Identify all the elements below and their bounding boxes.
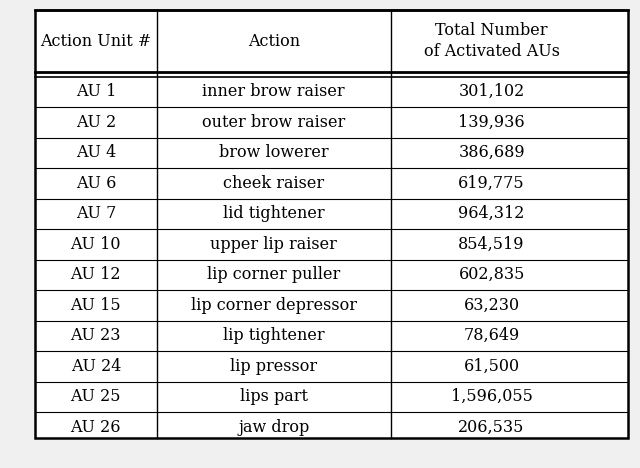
Text: AU 1: AU 1 — [76, 83, 116, 100]
Text: 386,689: 386,689 — [458, 144, 525, 161]
Text: lip tightener: lip tightener — [223, 327, 324, 344]
Text: Total Number
of Activated AUs: Total Number of Activated AUs — [424, 22, 559, 60]
Text: 1,596,055: 1,596,055 — [451, 388, 532, 405]
Text: jaw drop: jaw drop — [238, 419, 309, 436]
Text: AU 15: AU 15 — [70, 297, 121, 314]
Text: AU 6: AU 6 — [76, 175, 116, 192]
Text: AU 24: AU 24 — [70, 358, 121, 375]
Text: AU 7: AU 7 — [76, 205, 116, 222]
Text: AU 26: AU 26 — [70, 419, 121, 436]
Text: outer brow raiser: outer brow raiser — [202, 114, 346, 131]
Text: 619,775: 619,775 — [458, 175, 525, 192]
Text: lip corner depressor: lip corner depressor — [191, 297, 356, 314]
Text: Action Unit #: Action Unit # — [40, 32, 152, 50]
Text: AU 2: AU 2 — [76, 114, 116, 131]
Text: cheek raiser: cheek raiser — [223, 175, 324, 192]
Text: 301,102: 301,102 — [458, 83, 525, 100]
Text: AU 23: AU 23 — [70, 327, 121, 344]
Text: brow lowerer: brow lowerer — [219, 144, 328, 161]
Text: AU 25: AU 25 — [70, 388, 121, 405]
Text: inner brow raiser: inner brow raiser — [202, 83, 345, 100]
Text: 964,312: 964,312 — [458, 205, 525, 222]
Text: 63,230: 63,230 — [463, 297, 520, 314]
Text: upper lip raiser: upper lip raiser — [211, 236, 337, 253]
Text: AU 12: AU 12 — [70, 266, 121, 283]
Text: 139,936: 139,936 — [458, 114, 525, 131]
Text: lip corner puller: lip corner puller — [207, 266, 340, 283]
Text: 61,500: 61,500 — [463, 358, 520, 375]
Text: Action: Action — [248, 32, 300, 50]
Text: AU 10: AU 10 — [70, 236, 121, 253]
Text: 602,835: 602,835 — [458, 266, 525, 283]
Text: lip pressor: lip pressor — [230, 358, 317, 375]
Text: 206,535: 206,535 — [458, 419, 525, 436]
Text: AU 4: AU 4 — [76, 144, 116, 161]
Text: lid tightener: lid tightener — [223, 205, 324, 222]
Text: 78,649: 78,649 — [463, 327, 520, 344]
Text: 854,519: 854,519 — [458, 236, 525, 253]
Text: lips part: lips part — [240, 388, 308, 405]
